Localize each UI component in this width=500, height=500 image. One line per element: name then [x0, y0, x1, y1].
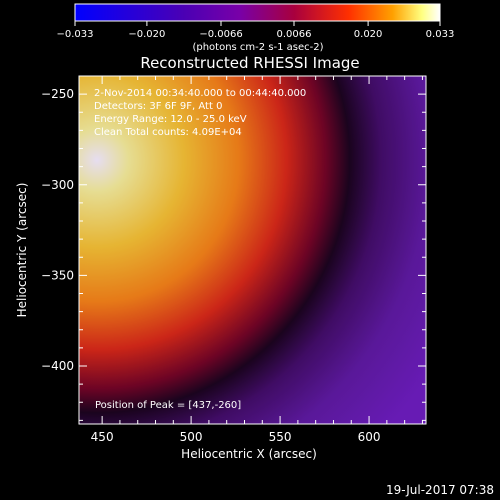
colorbar — [74, 3, 441, 22]
annotation-clean-counts: Clean Total counts: 4.09E+04 — [94, 127, 242, 138]
annotation-energy-range: Energy Range: 12.0 - 25.0 keV — [94, 114, 247, 125]
x-tick-label: 500 — [180, 430, 203, 444]
plot-frame — [78, 75, 427, 425]
x-axis-label: Heliocentric X (arcsec) — [181, 447, 317, 461]
colorbar-tick-label: 0.020 — [354, 29, 383, 40]
y-tick-label: −250 — [41, 87, 74, 101]
x-tick-label: 450 — [91, 430, 114, 444]
x-tick-label: 550 — [269, 430, 292, 444]
y-tick-label: −400 — [41, 359, 74, 373]
colorbar-ticks: −0.033 −0.020 −0.0066 0.0066 0.020 0.033 — [56, 21, 454, 40]
chart-title: Reconstructed RHESSI Image — [140, 54, 359, 72]
colorbar-unit-label: (photons cm-2 s-1 asec-2) — [192, 42, 323, 53]
peak-position-label: Position of Peak = [437,-260] — [95, 400, 241, 411]
colorbar-tick-label: −0.0066 — [199, 29, 242, 40]
y-tick-label: −300 — [41, 178, 74, 192]
footer-date: 19-Jul-2017 07:38 — [386, 483, 494, 497]
colorbar-tick-label: −0.033 — [56, 29, 93, 40]
annotation-time-range: 2-Nov-2014 00:34:40.000 to 00:44:40.000 — [94, 88, 306, 99]
y-tick-label: −350 — [41, 268, 74, 282]
colorbar-tick-label: 0.0066 — [277, 29, 312, 40]
y-axis-ticks: −250 −300 −350 −400 — [41, 75, 426, 421]
x-tick-label: 600 — [358, 430, 381, 444]
colorbar-tick-label: −0.020 — [128, 29, 165, 40]
colorbar-tick-label: 0.033 — [426, 29, 455, 40]
annotation-detectors: Detectors: 3F 6F 9F, Att 0 — [94, 101, 222, 112]
x-axis-ticks: 450 500 550 600 — [91, 76, 423, 444]
y-axis-label: Heliocentric Y (arcsec) — [15, 183, 29, 318]
heatmap-image — [79, 76, 426, 424]
